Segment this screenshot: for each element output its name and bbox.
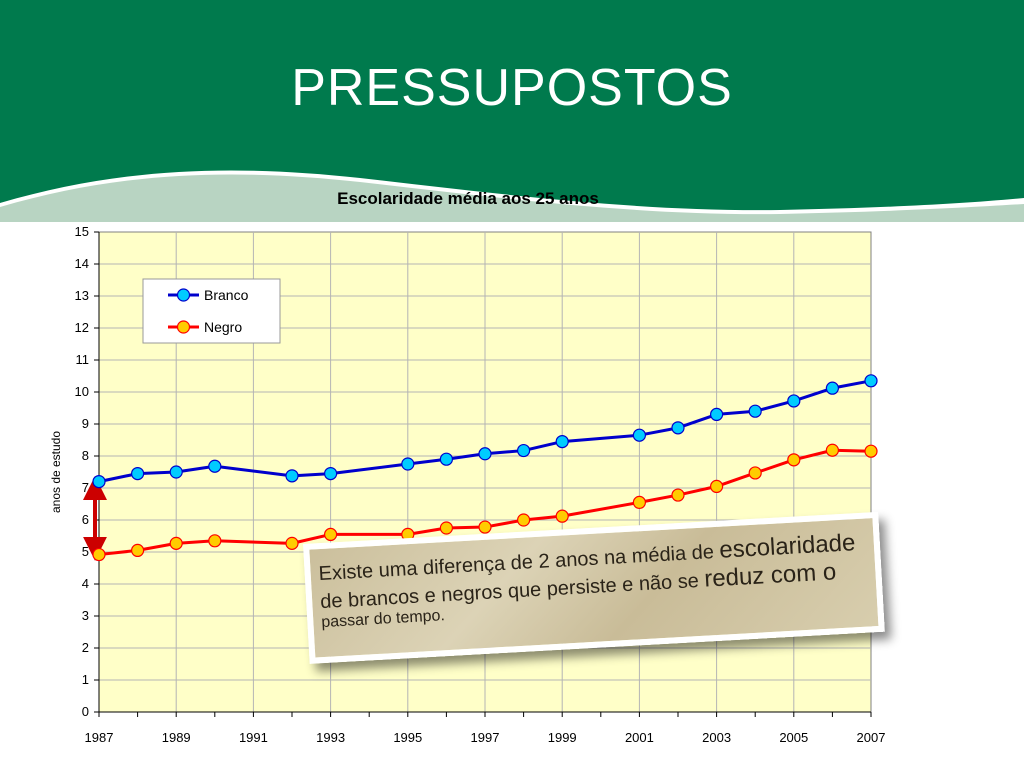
data-point-negro xyxy=(709,479,724,493)
data-point-branco xyxy=(439,452,453,466)
data-point-negro xyxy=(208,534,222,548)
data-point-negro xyxy=(324,527,338,542)
x-tick-label: 1993 xyxy=(316,730,345,745)
data-point-negro xyxy=(516,513,531,527)
data-point-negro xyxy=(92,547,106,562)
slide-title: PRESSUPOSTOS xyxy=(291,59,733,117)
header-banner-fill xyxy=(0,0,1024,211)
data-point-branco xyxy=(864,374,878,388)
data-point-branco xyxy=(516,443,531,458)
y-tick-label: 11 xyxy=(76,352,90,367)
data-point-branco xyxy=(671,421,685,435)
data-point-negro xyxy=(787,453,801,467)
legend-marker-negro xyxy=(176,320,191,334)
legend-label-negro: Negro xyxy=(204,319,242,335)
y-axis-label: anos de estudo xyxy=(49,431,63,513)
header-banner xyxy=(0,0,1024,222)
legend-marker-branco xyxy=(176,288,191,302)
y-tick-label: 2 xyxy=(82,640,89,655)
data-point-branco xyxy=(401,457,415,471)
data-point-branco xyxy=(92,475,106,489)
data-point-negro xyxy=(131,543,145,558)
x-tick-label: 2001 xyxy=(625,730,654,745)
y-tick-label: 4 xyxy=(82,576,89,591)
y-tick-label: 6 xyxy=(82,512,89,527)
data-point-negro xyxy=(671,488,685,502)
legend-box xyxy=(142,278,281,344)
data-point-negro xyxy=(478,520,492,534)
data-point-negro xyxy=(285,536,299,550)
x-tick-label: 2005 xyxy=(779,730,808,745)
y-tick-label: 1 xyxy=(82,672,89,687)
y-tick-label: 13 xyxy=(75,288,89,303)
data-point-branco xyxy=(555,435,569,449)
y-tick-label: 5 xyxy=(82,544,89,559)
y-tick-label: 7 xyxy=(82,480,89,495)
x-tick-label: 1991 xyxy=(239,730,268,745)
y-tick-label: 0 xyxy=(82,704,89,719)
data-point-branco xyxy=(825,381,840,395)
x-tick-label: 1997 xyxy=(471,730,500,745)
legend: Branco Negro xyxy=(142,278,281,344)
y-tick-label: 8 xyxy=(82,448,89,463)
x-tick-label: 2003 xyxy=(702,730,731,745)
x-tick-label: 1989 xyxy=(162,730,191,745)
y-tick-label: 15 xyxy=(75,224,89,239)
data-point-branco xyxy=(478,447,492,461)
data-point-branco xyxy=(131,467,145,481)
data-point-branco xyxy=(787,394,801,408)
data-point-branco xyxy=(208,459,222,473)
data-point-negro xyxy=(632,495,647,509)
data-point-negro xyxy=(825,443,840,457)
x-tick-label: 1987 xyxy=(85,730,114,745)
y-tick-label: 10 xyxy=(75,384,89,399)
x-tick-label: 1999 xyxy=(548,730,577,745)
data-point-branco xyxy=(169,465,183,479)
y-tick-label: 14 xyxy=(75,256,89,271)
chart-title: Escolaridade média aos 25 anos xyxy=(337,189,599,208)
data-point-branco xyxy=(285,469,299,483)
data-point-branco xyxy=(324,467,338,481)
data-point-branco xyxy=(748,404,762,418)
y-tick-label: 9 xyxy=(82,416,89,431)
data-point-negro xyxy=(169,536,183,550)
header-banner-line xyxy=(0,174,1024,222)
series-group xyxy=(92,374,878,562)
data-point-branco xyxy=(709,407,724,421)
y-tick-label: 12 xyxy=(75,320,89,335)
y-tick-label: 3 xyxy=(82,608,89,623)
data-point-negro xyxy=(439,521,453,535)
x-tick-label: 1995 xyxy=(393,730,422,745)
data-point-negro xyxy=(748,466,762,480)
data-point-negro xyxy=(864,444,878,458)
data-point-negro xyxy=(555,509,569,523)
data-point-branco xyxy=(632,428,647,442)
legend-label-branco: Branco xyxy=(204,287,249,303)
x-tick-label: 2007 xyxy=(857,730,886,745)
